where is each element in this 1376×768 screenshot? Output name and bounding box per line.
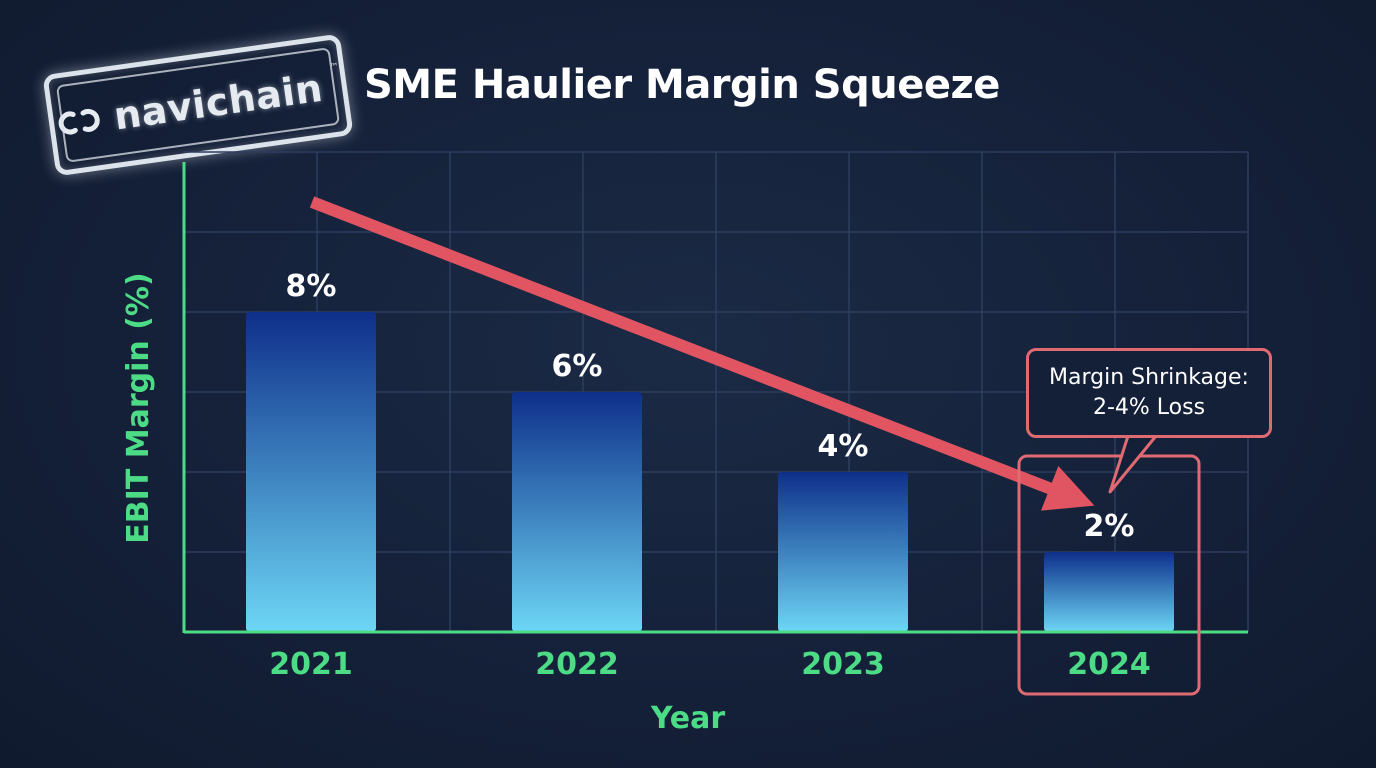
x-tick-2024: 2024 — [1067, 647, 1151, 682]
y-axis-title: EBIT Margin (%) — [121, 272, 156, 543]
highlight-box-2024 — [1017, 454, 1201, 696]
data-label-2021: 8% — [286, 269, 337, 304]
callout-line-2: 2-4% Loss — [1092, 395, 1206, 420]
bar-2021 — [246, 312, 376, 632]
x-tick-2022: 2022 — [535, 647, 619, 682]
data-label-2023: 4% — [818, 429, 869, 464]
bar-2024 — [1044, 552, 1174, 632]
bar-2022 — [512, 392, 642, 632]
data-label-2022: 6% — [552, 349, 603, 384]
labels-group: 8% 2021 6% 2022 4% 2023 2% 2024 Year EBIT Margin … — [121, 269, 1151, 736]
x-tick-2021: 2021 — [269, 647, 353, 682]
data-label-2024: 2% — [1084, 509, 1135, 544]
annotations-group — [309, 196, 1201, 696]
callout-pointer — [1108, 434, 1158, 494]
x-tick-2023: 2023 — [801, 647, 885, 682]
callout-line-1: Margin Shrinkage: — [1049, 365, 1249, 390]
bars-group — [246, 312, 1174, 632]
chain-link-icon — [58, 108, 101, 135]
margin-shrinkage-callout: Margin Shrinkage: 2-4% Loss — [1026, 348, 1272, 438]
axes-group — [182, 162, 1248, 634]
bar-2023 — [778, 472, 908, 632]
trend-arrow — [309, 196, 1095, 511]
chart-title: SME Haulier Margin Squeeze — [364, 62, 1000, 108]
x-axis-title: Year — [650, 701, 726, 736]
navichain-logo-stamp: navichain ™ — [42, 33, 354, 177]
